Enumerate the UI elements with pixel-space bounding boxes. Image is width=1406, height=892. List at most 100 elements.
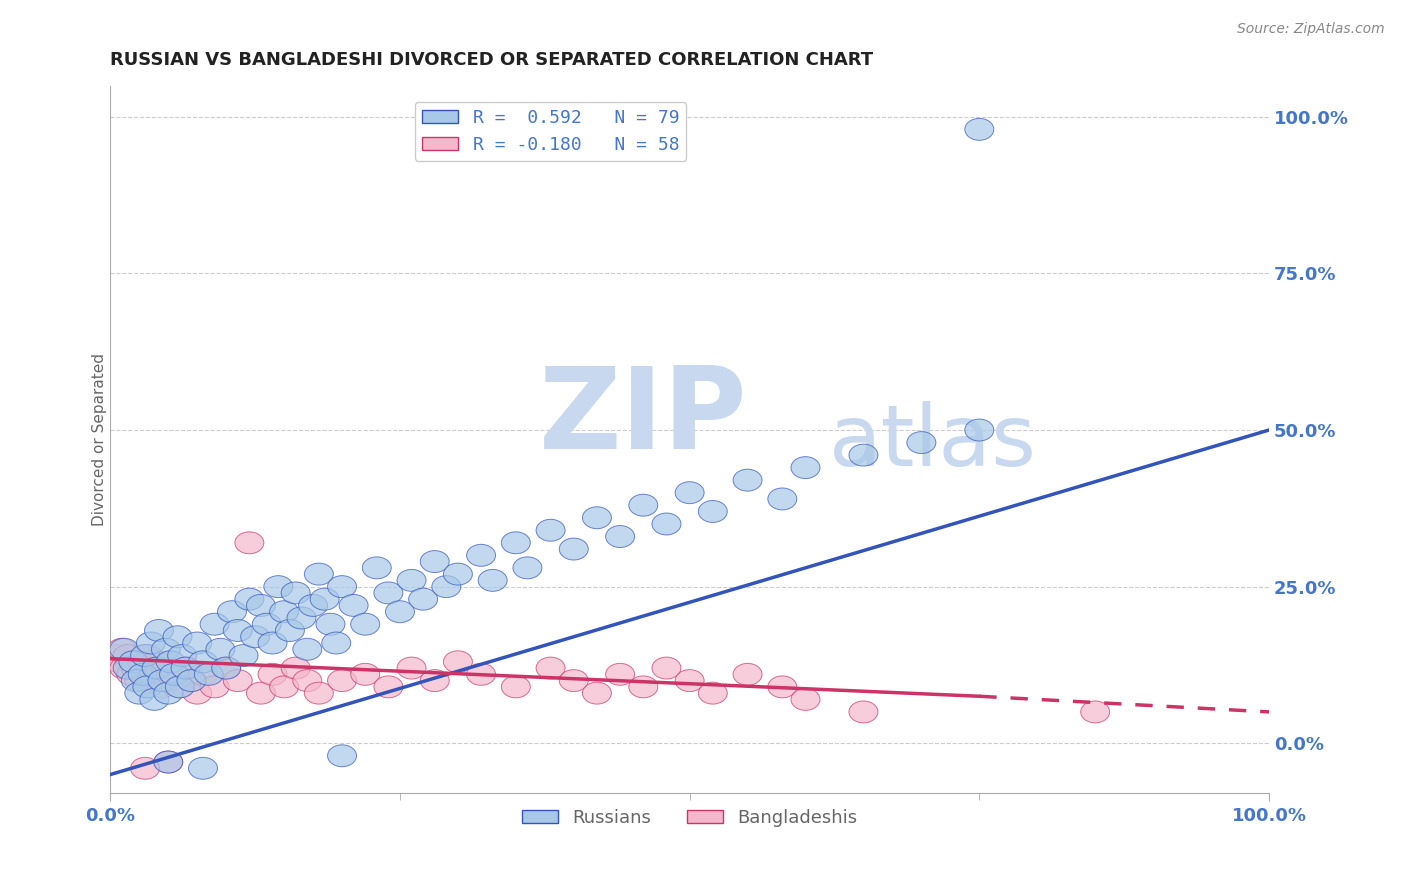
Ellipse shape [177, 670, 205, 691]
Ellipse shape [107, 639, 136, 660]
Ellipse shape [560, 670, 588, 691]
Ellipse shape [652, 657, 681, 679]
Ellipse shape [513, 557, 541, 579]
Ellipse shape [240, 626, 270, 648]
Ellipse shape [131, 664, 159, 685]
Ellipse shape [172, 657, 200, 679]
Ellipse shape [350, 614, 380, 635]
Ellipse shape [270, 600, 298, 623]
Ellipse shape [281, 582, 311, 604]
Ellipse shape [246, 594, 276, 616]
Ellipse shape [276, 620, 304, 641]
Ellipse shape [374, 582, 404, 604]
Ellipse shape [128, 651, 157, 673]
Ellipse shape [121, 670, 150, 691]
Ellipse shape [194, 664, 224, 685]
Ellipse shape [205, 639, 235, 660]
Ellipse shape [117, 664, 146, 685]
Ellipse shape [304, 563, 333, 585]
Ellipse shape [134, 676, 162, 698]
Ellipse shape [420, 670, 449, 691]
Ellipse shape [177, 670, 205, 691]
Ellipse shape [153, 682, 183, 704]
Ellipse shape [420, 550, 449, 573]
Ellipse shape [121, 657, 150, 679]
Ellipse shape [188, 664, 218, 685]
Ellipse shape [965, 119, 994, 140]
Ellipse shape [733, 469, 762, 491]
Ellipse shape [218, 600, 246, 623]
Ellipse shape [965, 419, 994, 441]
Ellipse shape [652, 513, 681, 535]
Text: RUSSIAN VS BANGLADESHI DIVORCED OR SEPARATED CORRELATION CHART: RUSSIAN VS BANGLADESHI DIVORCED OR SEPAR… [110, 51, 873, 69]
Ellipse shape [159, 664, 188, 685]
Ellipse shape [363, 557, 391, 579]
Ellipse shape [733, 664, 762, 685]
Ellipse shape [153, 751, 183, 773]
Ellipse shape [298, 594, 328, 616]
Ellipse shape [768, 488, 797, 510]
Ellipse shape [148, 676, 177, 698]
Ellipse shape [792, 689, 820, 710]
Ellipse shape [606, 525, 634, 548]
Ellipse shape [120, 651, 148, 673]
Ellipse shape [148, 670, 177, 691]
Ellipse shape [159, 664, 188, 685]
Ellipse shape [163, 626, 193, 648]
Ellipse shape [374, 676, 404, 698]
Ellipse shape [478, 569, 508, 591]
Ellipse shape [183, 632, 212, 654]
Ellipse shape [110, 657, 139, 679]
Ellipse shape [281, 657, 311, 679]
Ellipse shape [259, 632, 287, 654]
Ellipse shape [136, 657, 166, 679]
Ellipse shape [628, 676, 658, 698]
Ellipse shape [131, 757, 159, 780]
Ellipse shape [188, 757, 218, 780]
Ellipse shape [264, 575, 292, 598]
Y-axis label: Divorced or Separated: Divorced or Separated [91, 353, 107, 526]
Ellipse shape [768, 676, 797, 698]
Ellipse shape [502, 676, 530, 698]
Ellipse shape [699, 500, 727, 523]
Ellipse shape [849, 444, 877, 466]
Ellipse shape [142, 657, 172, 679]
Ellipse shape [224, 670, 252, 691]
Ellipse shape [252, 614, 281, 635]
Ellipse shape [105, 651, 134, 673]
Ellipse shape [114, 657, 142, 679]
Ellipse shape [166, 676, 194, 698]
Ellipse shape [409, 588, 437, 610]
Ellipse shape [292, 670, 322, 691]
Ellipse shape [139, 689, 169, 710]
Ellipse shape [145, 664, 173, 685]
Ellipse shape [145, 620, 173, 641]
Ellipse shape [467, 664, 495, 685]
Ellipse shape [699, 682, 727, 704]
Ellipse shape [582, 682, 612, 704]
Ellipse shape [287, 607, 316, 629]
Ellipse shape [792, 457, 820, 479]
Ellipse shape [235, 532, 264, 554]
Ellipse shape [292, 639, 322, 660]
Ellipse shape [114, 645, 142, 666]
Ellipse shape [134, 645, 162, 666]
Ellipse shape [311, 588, 339, 610]
Ellipse shape [675, 482, 704, 504]
Ellipse shape [200, 614, 229, 635]
Ellipse shape [125, 682, 153, 704]
Ellipse shape [246, 682, 276, 704]
Ellipse shape [536, 519, 565, 541]
Ellipse shape [396, 569, 426, 591]
Ellipse shape [628, 494, 658, 516]
Ellipse shape [152, 639, 180, 660]
Ellipse shape [131, 645, 159, 666]
Text: ZIP: ZIP [538, 362, 748, 473]
Ellipse shape [136, 632, 166, 654]
Ellipse shape [120, 651, 148, 673]
Ellipse shape [339, 594, 368, 616]
Ellipse shape [582, 507, 612, 529]
Ellipse shape [396, 657, 426, 679]
Ellipse shape [229, 645, 259, 666]
Ellipse shape [316, 614, 344, 635]
